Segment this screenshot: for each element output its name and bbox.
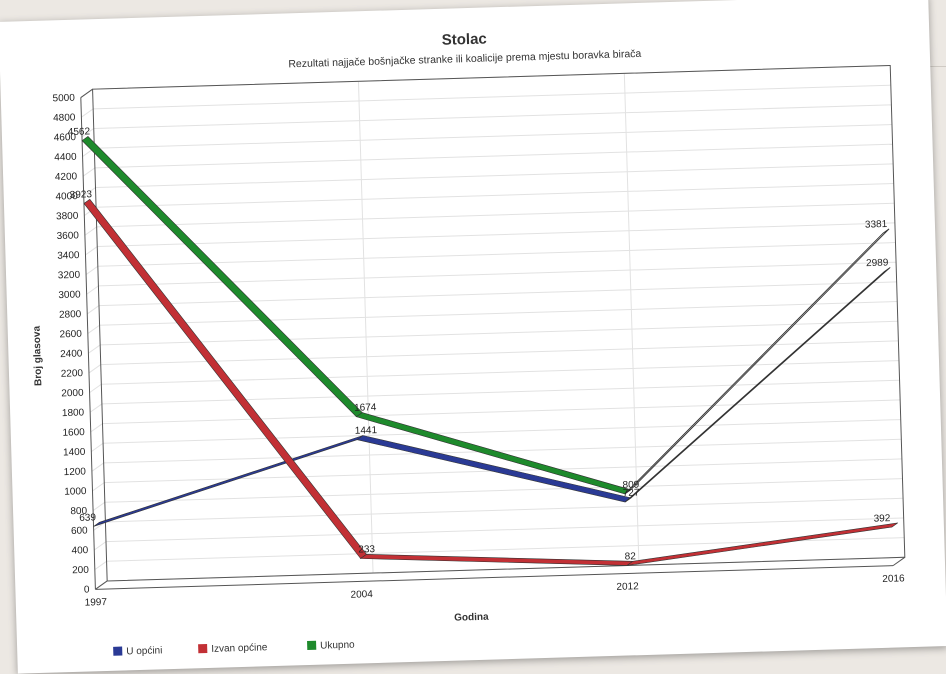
y-tick-label: 400 [71,545,88,557]
y-tick-label: 600 [71,525,88,537]
y-gridline [94,125,892,149]
y-gridline [102,400,900,424]
y-tick-label: 1600 [62,427,85,439]
y-tick-label: 4400 [54,152,77,164]
y-tick-label: 2800 [59,309,82,321]
data-label: 82 [625,551,637,562]
chart-title: Stolac [442,30,488,48]
y-tick-label: 4800 [53,112,76,124]
y-tick-label: 1800 [62,407,85,419]
y-gridline-depth [88,345,100,353]
y-gridline-depth [86,266,98,274]
y-tick-label: 3200 [58,270,81,282]
axis-depth-line [95,581,107,589]
axis-depth-line [893,557,905,565]
x-axis-title: Godina [454,612,489,624]
y-tick-label: 1200 [64,466,87,478]
y-tick-label: 3800 [56,211,79,223]
y-tick-label: 3000 [58,289,81,301]
data-label: 809 [622,480,639,492]
data-label: 1674 [354,402,377,414]
y-gridline-depth [95,561,107,569]
y-gridline [93,85,891,109]
y-gridline-depth [90,404,102,412]
y-gridline [106,518,904,542]
y-gridline-depth [93,502,105,510]
plot-back-wall [93,66,905,581]
y-gridline-depth [85,247,97,255]
legend-swatch [113,647,122,656]
y-gridline [103,420,901,444]
axis-depth-line [81,89,93,97]
series-line-segment [91,436,365,527]
data-label: 1441 [355,425,378,437]
legend-swatch [198,644,207,653]
series-line-segment [357,428,631,510]
y-gridline [98,243,896,267]
y-gridline [95,144,893,168]
y-tick-label: 2600 [59,329,82,341]
y-gridline [97,203,895,227]
x-tick-label: 2016 [882,573,905,585]
y-axis-title: Broj glasova [32,325,45,386]
y-gridline-depth [94,542,106,550]
y-gridline-depth [87,306,99,314]
y-gridline-depth [92,463,104,471]
data-label: 233 [358,544,375,556]
legend-swatch [307,641,316,650]
data-label: 392 [874,513,891,525]
series-line-segment [356,405,631,502]
x-tick-label: 2012 [616,581,639,593]
x-tick-label: 2004 [350,589,373,601]
y-gridline-depth [89,384,101,392]
x-gridline [358,81,373,573]
y-gridline [102,380,900,404]
legend-label: Izvan općine [211,642,268,655]
y-gridline-depth [91,424,103,432]
y-gridline-depth [86,286,98,294]
data-label: 3923 [70,189,93,201]
data-label: 2989 [866,258,889,270]
y-gridline [97,223,895,247]
y-gridline [95,164,893,188]
y-tick-label: 3600 [57,230,80,242]
y-tick-label: 1400 [63,447,86,459]
y-tick-label: 3400 [57,250,80,262]
data-label: 4562 [68,126,91,138]
y-gridline-depth [81,109,93,117]
y-gridline [94,105,892,129]
y-gridline-depth [83,168,95,176]
y-tick-label: 2000 [61,388,84,400]
y-tick-label: 5000 [52,93,75,105]
y-gridline-depth [92,483,104,491]
y-gridline [100,302,898,326]
y-tick-label: 0 [84,584,90,595]
y-gridline-depth [88,325,100,333]
data-label: 3381 [865,219,888,231]
y-gridline [104,439,902,463]
x-tick-label: 1997 [85,597,108,609]
legend-label: Ukupno [320,640,355,652]
y-gridline-depth [89,365,101,373]
data-label: 639 [79,512,96,524]
y-gridline [99,282,897,306]
y-gridline [101,341,899,365]
y-tick-label: 2200 [61,368,84,380]
y-tick-label: 200 [72,565,89,577]
y-gridline [105,498,903,522]
y-gridline [96,184,894,208]
y-tick-label: 1000 [64,486,87,498]
y-gridline-depth [85,227,97,235]
y-tick-label: 2400 [60,348,83,360]
legend-label: U općini [126,645,162,657]
y-tick-label: 4200 [55,171,78,183]
y-gridline-depth [91,443,103,451]
chart-subtitle: Rezultati najjače bošnjačke stranke ili … [288,48,641,70]
